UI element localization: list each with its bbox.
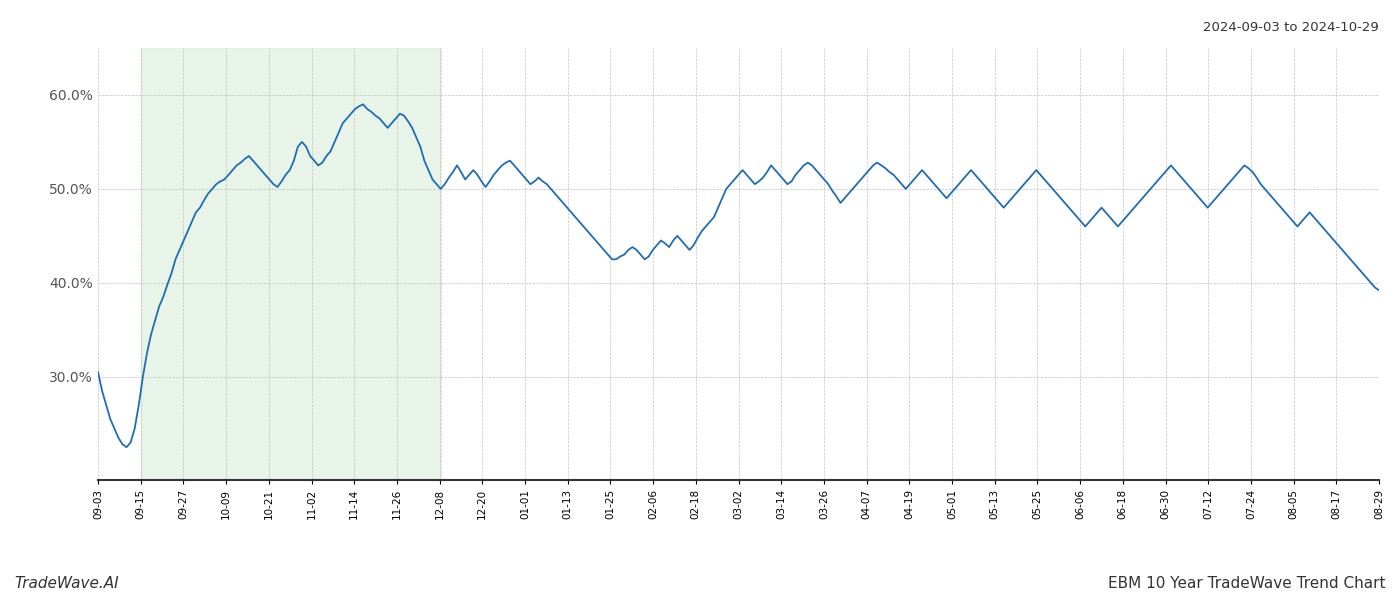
Text: TradeWave.AI: TradeWave.AI xyxy=(14,576,119,591)
Text: EBM 10 Year TradeWave Trend Chart: EBM 10 Year TradeWave Trend Chart xyxy=(1109,576,1386,591)
Bar xyxy=(141,48,441,480)
Text: 2024-09-03 to 2024-10-29: 2024-09-03 to 2024-10-29 xyxy=(1203,21,1379,34)
